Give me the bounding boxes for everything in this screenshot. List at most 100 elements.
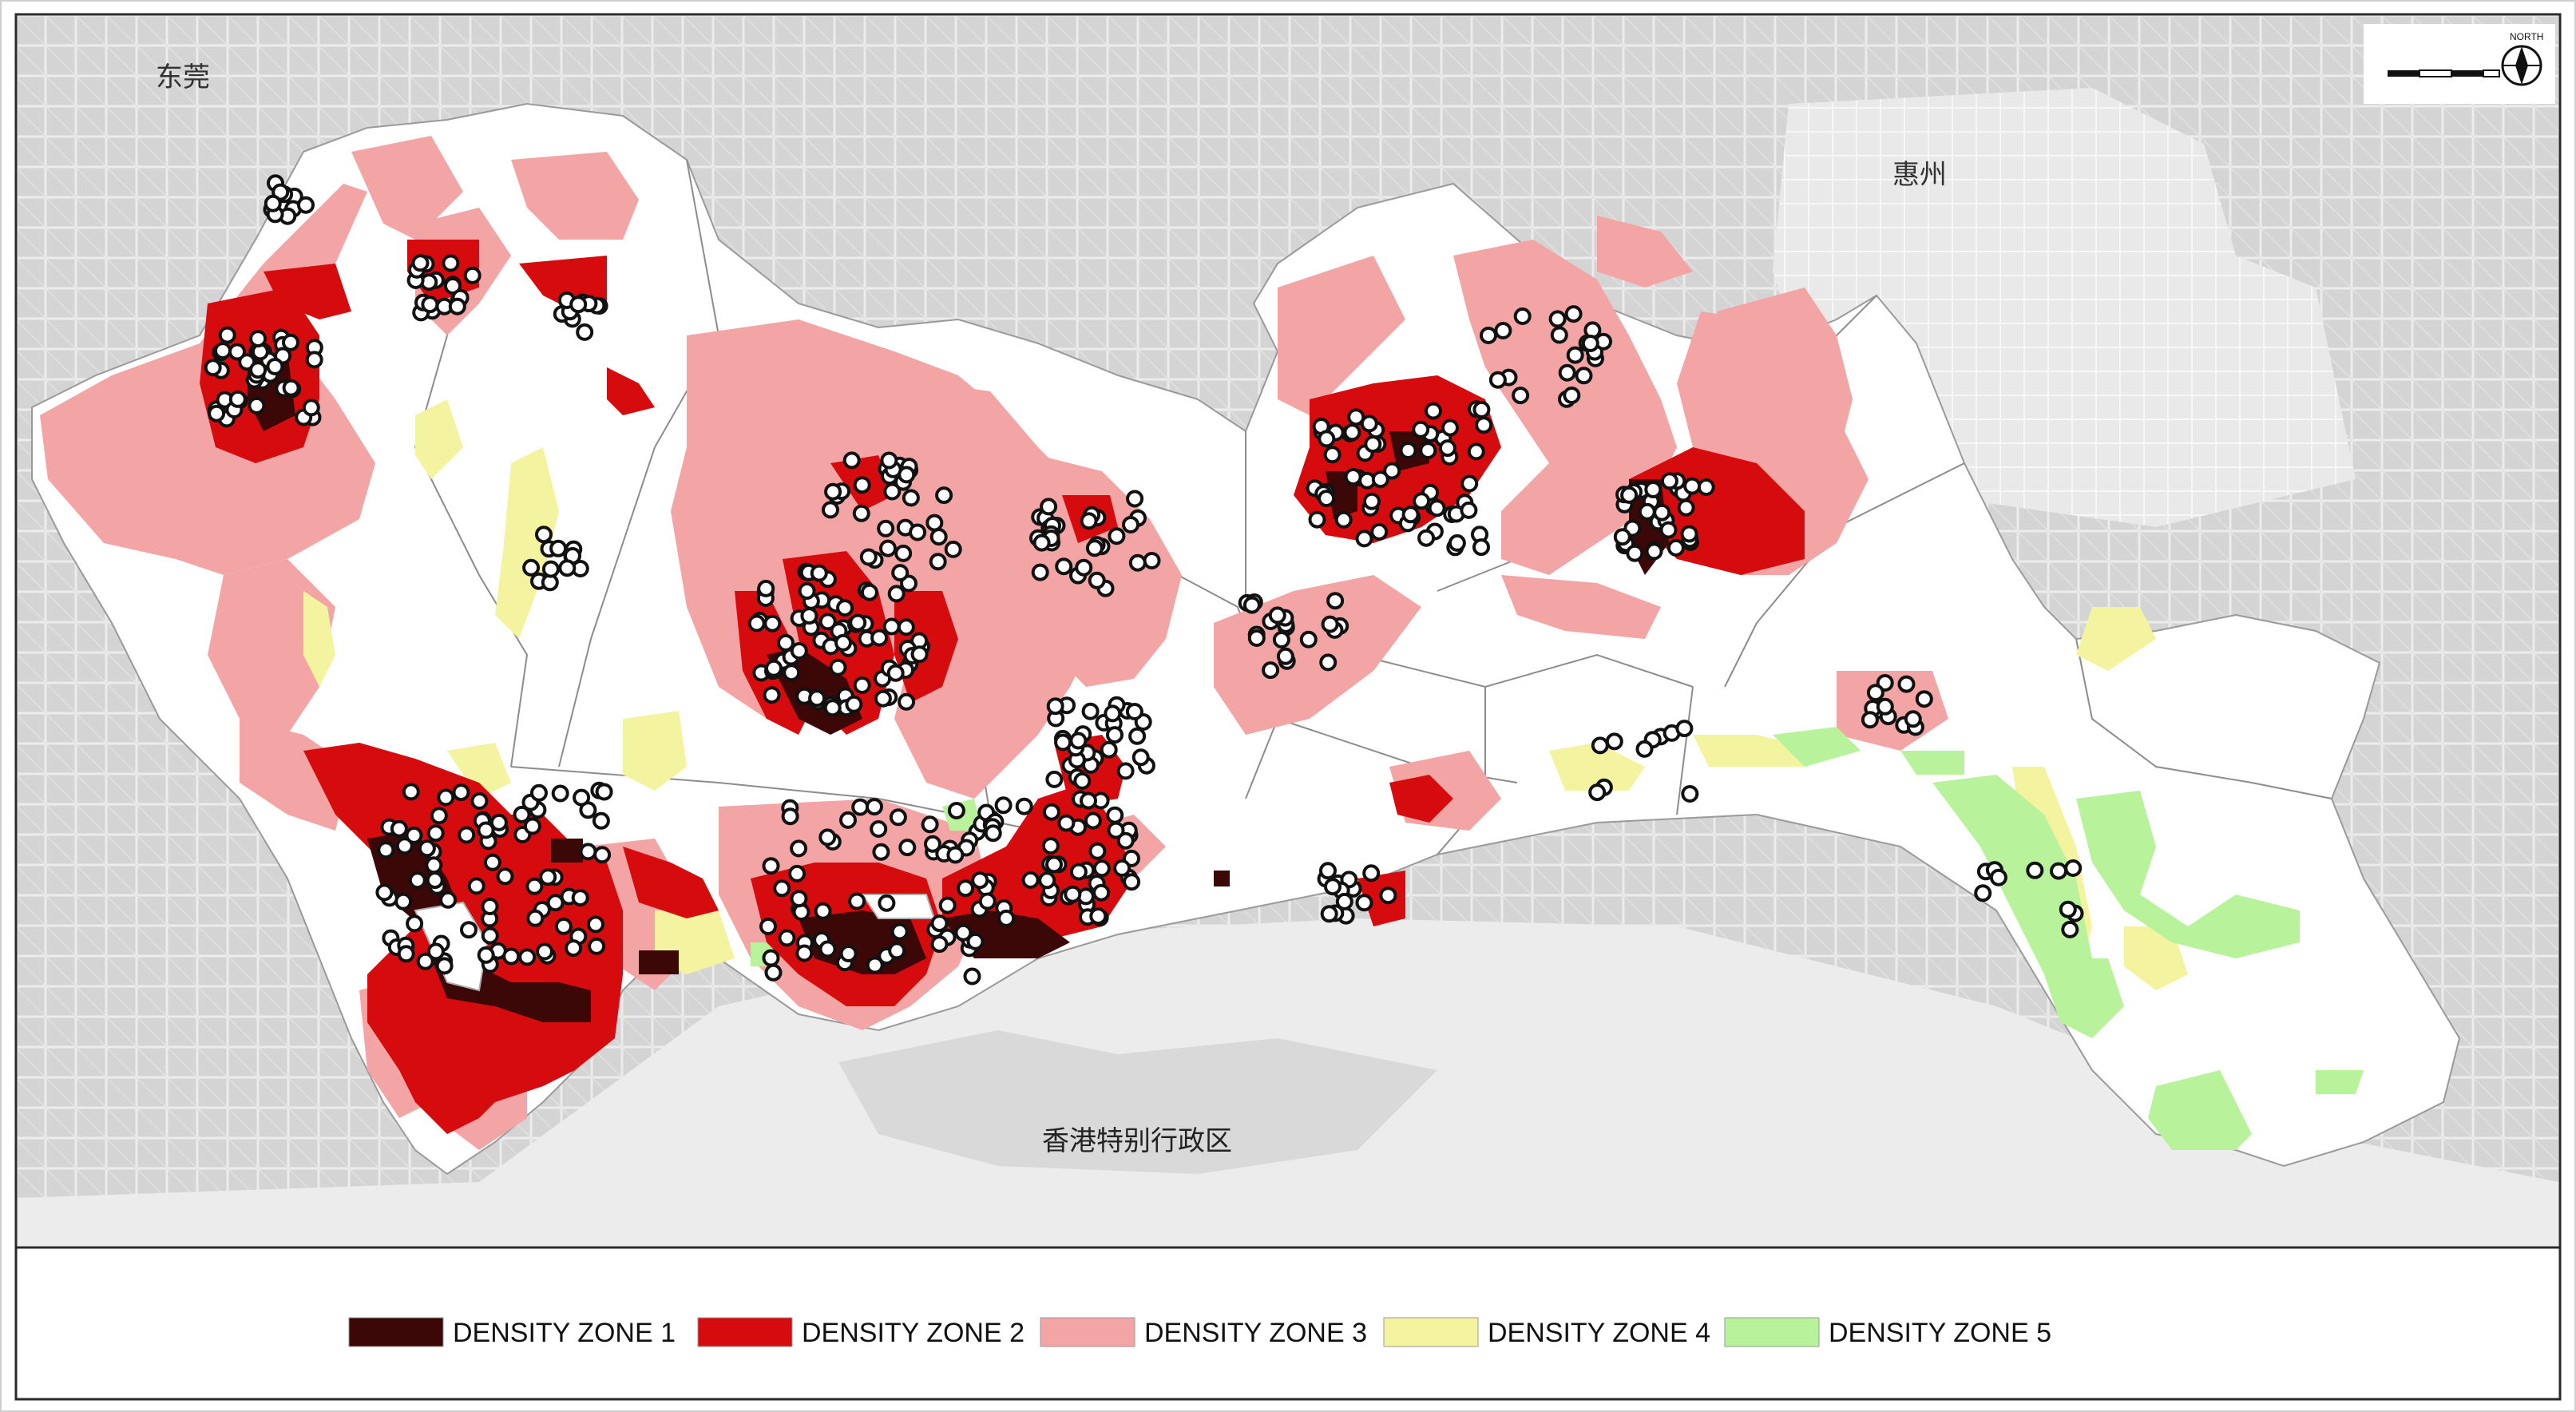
station-marker xyxy=(1088,842,1107,860)
density-zone-5-areas xyxy=(751,727,2364,1150)
station-marker xyxy=(891,564,910,582)
station-marker xyxy=(1069,732,1088,750)
station-marker xyxy=(525,877,544,895)
station-marker xyxy=(1681,785,1699,803)
scale-bar-icon xyxy=(2388,69,2500,77)
station-marker xyxy=(2050,862,2067,880)
station-marker xyxy=(1488,371,1507,389)
station-marker xyxy=(483,853,501,871)
station-marker xyxy=(248,396,266,414)
station-marker xyxy=(898,839,917,857)
station-marker xyxy=(1383,462,1401,480)
station-marker xyxy=(1364,435,1382,454)
station-marker xyxy=(842,451,861,470)
station-marker xyxy=(228,343,246,361)
station-marker xyxy=(866,798,883,816)
station-marker xyxy=(535,526,553,544)
station-marker xyxy=(930,914,949,933)
station-marker xyxy=(377,841,395,859)
station-marker xyxy=(773,879,791,898)
station-marker xyxy=(1081,702,1100,720)
station-marker xyxy=(778,929,796,947)
station-marker xyxy=(1475,416,1493,434)
station-marker xyxy=(870,629,889,647)
station-marker xyxy=(897,618,915,637)
station-marker xyxy=(1104,704,1122,723)
station-marker xyxy=(1480,327,1497,344)
station-marker xyxy=(1666,538,1685,557)
station-marker xyxy=(496,867,514,886)
station-marker xyxy=(1876,697,1894,716)
station-marker xyxy=(297,196,315,214)
station-marker xyxy=(305,351,323,369)
station-marker xyxy=(411,254,430,272)
station-marker xyxy=(925,514,944,532)
station-marker xyxy=(408,871,426,890)
station-marker xyxy=(425,856,443,875)
station-marker xyxy=(894,544,913,562)
station-marker xyxy=(1128,553,1147,572)
station-marker xyxy=(888,942,906,960)
station-marker xyxy=(266,358,284,375)
station-marker xyxy=(1448,533,1466,552)
station-marker xyxy=(1122,516,1139,533)
station-marker xyxy=(1326,592,1345,610)
station-marker xyxy=(1015,797,1033,815)
station-marker xyxy=(1106,726,1124,744)
station-marker xyxy=(1116,831,1135,850)
station-marker xyxy=(1399,442,1417,459)
station-marker xyxy=(1638,502,1656,521)
station-marker xyxy=(1323,446,1342,464)
station-marker xyxy=(1620,486,1639,504)
station-marker xyxy=(798,582,816,600)
station-marker xyxy=(957,879,975,898)
station-marker xyxy=(1660,472,1678,490)
station-marker xyxy=(1045,770,1064,788)
station-marker xyxy=(460,921,478,939)
station-marker xyxy=(882,617,901,636)
station-marker xyxy=(2059,900,2077,918)
station-marker xyxy=(1360,414,1378,433)
station-marker xyxy=(1100,740,1118,759)
station-marker xyxy=(874,689,892,708)
station-marker xyxy=(1107,821,1125,839)
station-marker xyxy=(935,486,953,505)
legend-label: DENSITY ZONE 5 xyxy=(1829,1318,2051,1348)
station-marker xyxy=(442,254,460,272)
station-marker xyxy=(1116,762,1135,780)
legend-item-zone-5: DENSITY ZONE 5 xyxy=(1724,1317,2051,1348)
station-marker xyxy=(1644,481,1663,498)
station-marker xyxy=(1324,878,1342,896)
station-marker xyxy=(1276,647,1294,665)
legend-item-zone-4: DENSITY ZONE 4 xyxy=(1383,1317,1710,1348)
legend-item-zone-1: DENSITY ZONE 1 xyxy=(348,1317,676,1348)
station-marker xyxy=(1675,720,1694,738)
station-marker xyxy=(1563,387,1581,404)
station-marker xyxy=(1460,474,1479,493)
station-marker xyxy=(902,489,920,507)
station-marker xyxy=(588,937,606,955)
station-marker xyxy=(930,935,949,954)
station-marker xyxy=(765,659,783,677)
station-marker xyxy=(877,519,895,537)
station-marker xyxy=(759,918,777,935)
station-marker xyxy=(1861,711,1879,729)
station-marker xyxy=(421,295,439,314)
station-marker xyxy=(1575,367,1593,385)
station-markers xyxy=(204,174,2084,986)
station-marker xyxy=(402,783,420,801)
station-marker xyxy=(1108,527,1126,545)
station-marker xyxy=(1472,538,1490,557)
station-marker xyxy=(924,835,941,853)
station-marker xyxy=(795,944,814,962)
station-marker xyxy=(890,922,909,941)
legend-label: DENSITY ZONE 2 xyxy=(802,1318,1024,1348)
station-marker xyxy=(1262,661,1280,680)
station-marker xyxy=(762,949,780,967)
station-marker xyxy=(1494,322,1512,339)
station-marker xyxy=(1084,811,1102,830)
station-marker xyxy=(839,811,857,829)
station-marker xyxy=(938,896,957,914)
station-marker xyxy=(829,658,847,676)
station-marker xyxy=(1075,558,1093,577)
